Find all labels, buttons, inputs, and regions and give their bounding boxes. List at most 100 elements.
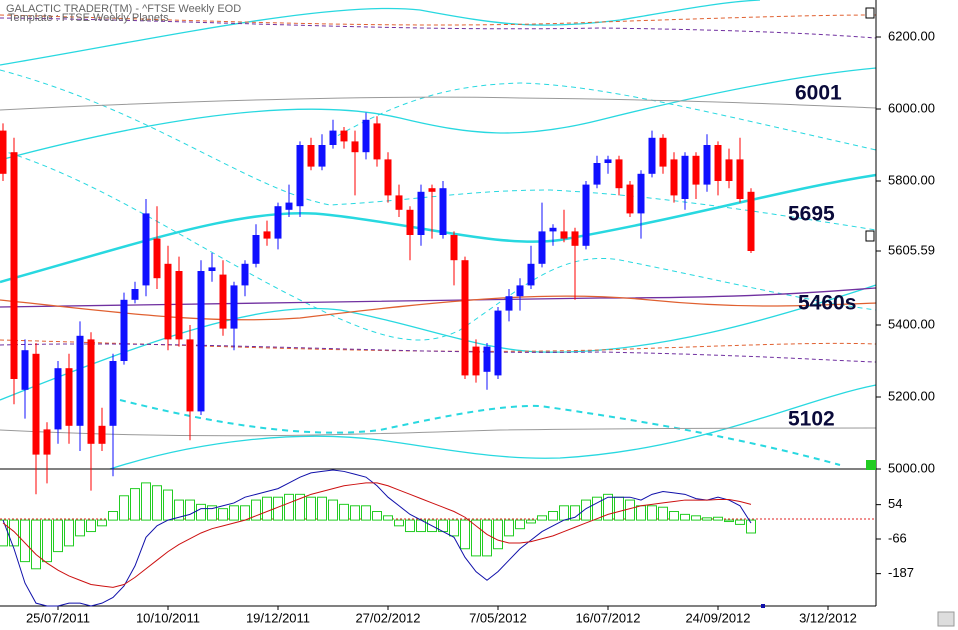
candle-body: [241, 263, 249, 286]
planet-line: [0, 96, 877, 111]
histogram-bar: [20, 519, 30, 563]
y-tick-label: 5000.00: [888, 460, 935, 475]
candle-body: [54, 368, 62, 430]
x-tick-label: 7/05/2012: [469, 610, 527, 625]
candle-body: [274, 206, 282, 239]
histogram-bar: [735, 519, 745, 525]
candle-body: [703, 145, 711, 185]
histogram-bar: [141, 482, 151, 521]
candle-body: [714, 145, 722, 181]
indicator-line: [2, 482, 752, 588]
template-label: Template : FTSE Weekly Planets: [8, 12, 169, 24]
candle-body: [175, 271, 183, 340]
histogram-bar: [97, 519, 107, 527]
planet-line: [0, 69, 877, 231]
candle-body: [362, 119, 370, 153]
icon[interactable]: [865, 7, 875, 19]
planet-line: [0, 17, 877, 39]
planet-line: [0, 295, 877, 321]
histogram-bar: [339, 503, 349, 521]
histogram-bar: [636, 505, 646, 521]
candle-body: [219, 274, 227, 329]
annotation: 5695: [788, 203, 835, 226]
candle-body: [406, 209, 414, 235]
candle-body: [604, 159, 612, 163]
y-tick-label: 6200.00: [888, 28, 935, 43]
candle-body: [142, 213, 150, 286]
candle-body: [109, 361, 117, 426]
candle-body: [483, 346, 491, 372]
candle-body: [373, 123, 381, 160]
marker: [761, 604, 765, 608]
histogram-bar: [119, 495, 129, 521]
candle-body: [230, 285, 238, 329]
histogram-bar: [240, 505, 250, 521]
candle-body: [538, 231, 546, 264]
x-tick-label: 24/09/2012: [685, 610, 750, 625]
histogram-bar: [515, 519, 525, 530]
candle-body: [725, 159, 733, 181]
histogram-bar: [64, 519, 74, 547]
annotation: 5460s: [798, 292, 856, 315]
histogram-bar: [471, 519, 481, 557]
histogram-bar: [130, 488, 140, 521]
candle-body: [351, 141, 359, 153]
candle-body: [571, 231, 579, 246]
histogram-bar: [460, 519, 470, 550]
candle-body: [527, 263, 535, 286]
chart-title: GALACTIC TRADER(TM) - ^FTSE Weekly EOD: [6, 3, 241, 15]
candle-body: [395, 195, 403, 210]
candle-body: [164, 263, 172, 340]
planet-line: [0, 14, 877, 26]
histogram-bar: [350, 505, 360, 521]
candle-body: [76, 335, 84, 426]
candle-body: [10, 152, 18, 379]
histogram-bar: [251, 499, 261, 521]
histogram-bar: [449, 519, 459, 537]
icon[interactable]: [865, 230, 875, 242]
histogram-bar: [592, 496, 602, 521]
candle-body: [384, 159, 392, 196]
planet-line: [0, 0, 761, 66]
planet-line: [0, 287, 877, 308]
icon[interactable]: [937, 611, 955, 627]
x-tick-label: 19/12/2011: [246, 610, 310, 625]
indicator-line: [2, 469, 752, 607]
candle-body: [285, 202, 293, 210]
candle-body: [307, 145, 315, 167]
candle-body: [0, 130, 7, 174]
histogram-bar: [581, 499, 591, 521]
histogram-bar: [185, 499, 195, 521]
candle-body: [516, 285, 524, 297]
candle-body: [472, 346, 480, 376]
histogram-bar: [702, 517, 712, 521]
histogram-bar: [174, 499, 184, 521]
histogram-bar: [196, 503, 206, 521]
planet-line: [329, 82, 877, 151]
planet-line: [0, 343, 877, 363]
histogram-bar: [86, 519, 96, 533]
histogram-bar: [383, 515, 393, 521]
annotation: 5102: [788, 408, 835, 431]
x-tick-label: 25/07/2011: [26, 610, 90, 625]
histogram-bar: [614, 496, 624, 521]
histogram-bar: [405, 519, 415, 533]
histogram-bar: [548, 511, 558, 521]
candle-body: [439, 188, 447, 235]
y-tick-label: 6000.00: [888, 100, 935, 115]
histogram-bar: [625, 499, 635, 521]
histogram-bar: [658, 506, 668, 521]
histogram-bar: [493, 519, 503, 550]
histogram-bar: [152, 485, 162, 521]
histogram-bar: [504, 519, 514, 537]
histogram-bar: [526, 519, 536, 524]
planet-line: [0, 339, 877, 352]
candle-body: [659, 137, 667, 167]
marker: [866, 460, 876, 470]
candle-body: [120, 299, 128, 361]
planet-line: [0, 149, 877, 341]
candle-body: [461, 260, 469, 376]
candle-body: [43, 429, 51, 455]
histogram-bar: [328, 499, 338, 521]
histogram-bar: [570, 505, 580, 521]
